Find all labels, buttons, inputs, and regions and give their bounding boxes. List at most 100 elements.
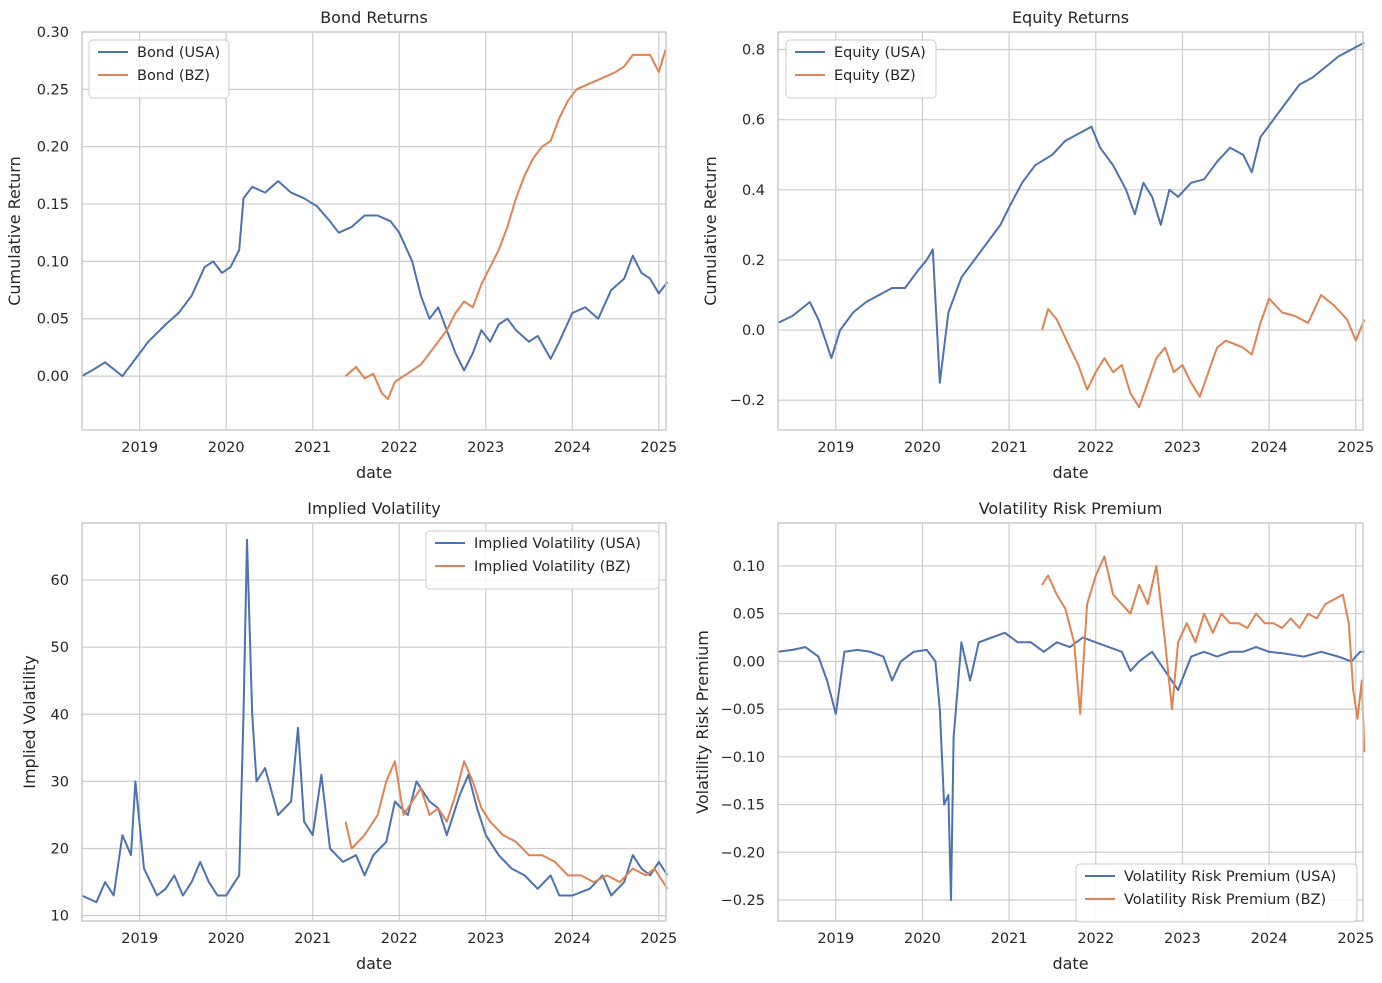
x-tick-label: 2019 — [817, 440, 854, 456]
y-tick-label: −0.20 — [721, 845, 765, 861]
y-tick-label: 0.8 — [742, 43, 765, 59]
y-tick-label: 0.20 — [37, 140, 69, 156]
legend-label: Implied Volatility (USA) — [474, 536, 641, 552]
y-tick-label: 0.4 — [742, 183, 765, 199]
y-tick-label: 0.25 — [37, 82, 69, 98]
y-tick-label: 0.05 — [733, 607, 765, 623]
y-tick-label: 20 — [51, 842, 69, 858]
x-axis-label: date — [356, 954, 392, 973]
x-tick-label: 2022 — [381, 440, 418, 456]
plot-frame — [81, 31, 667, 431]
x-axis-label: date — [1052, 463, 1088, 482]
plot-frame — [777, 522, 1364, 922]
series-line-bz — [344, 760, 669, 890]
legend-label: Volatility Risk Premium (BZ) — [1124, 892, 1326, 908]
x-tick-label: 2025 — [1337, 931, 1374, 947]
chart-title: Bond Returns — [320, 8, 428, 27]
x-tick-label: 2020 — [208, 440, 245, 456]
legend-box — [1075, 863, 1358, 923]
y-axis-label: Cumulative Return — [701, 156, 720, 306]
x-tick-label: 2023 — [467, 931, 504, 947]
x-tick-label: 2022 — [381, 931, 418, 947]
legend: Implied Volatility (USA) Implied Volatili… — [425, 530, 660, 590]
x-tick-label: 2025 — [640, 931, 677, 947]
y-tick-label: −0.05 — [721, 702, 765, 718]
y-tick-label: 0.0 — [742, 323, 765, 339]
x-tick-label: 2019 — [121, 440, 158, 456]
x-tick-label: 2020 — [208, 931, 245, 947]
legend: Equity (USA) Equity (BZ) — [785, 39, 937, 99]
x-tick-label: 2023 — [1164, 931, 1201, 947]
chart-title: Volatility Risk Premium — [979, 499, 1163, 518]
series-line-usa — [777, 631, 1365, 901]
x-tick-label: 2022 — [1077, 931, 1114, 947]
series-line-bz — [1041, 555, 1366, 753]
x-tick-label: 2024 — [1251, 931, 1288, 947]
legend-label: Bond (BZ) — [137, 68, 210, 84]
legend-label: Bond (USA) — [137, 45, 220, 61]
y-tick-label: 0.05 — [37, 312, 69, 328]
chart-title: Implied Volatility — [307, 499, 441, 518]
x-tick-label: 2019 — [121, 931, 158, 947]
y-tick-label: 30 — [51, 774, 69, 790]
x-tick-label: 2024 — [1251, 440, 1288, 456]
legend: Bond (USA) Bond (BZ) — [88, 39, 230, 99]
legend-box — [785, 39, 937, 99]
chart-panel: 2019 2020 2021 2022 2023 2024 2025 −0.25 −0.20 −0… — [693, 499, 1374, 973]
y-tick-label: −0.10 — [721, 750, 765, 766]
series-line-usa — [81, 180, 669, 378]
y-axis-label: Volatility Risk Premium — [693, 630, 712, 814]
chart-panel: 2019 2020 2021 2022 2023 2024 2025 10 20 30 40 50 60… — [20, 499, 677, 973]
y-tick-label: 0.15 — [37, 197, 69, 213]
gridlines — [778, 523, 1363, 921]
y-tick-label: 60 — [51, 573, 69, 589]
y-axis-label: Cumulative Return — [5, 156, 24, 306]
legend-label: Equity (BZ) — [834, 68, 916, 84]
y-tick-label: −0.2 — [730, 393, 765, 409]
y-axis-label: Implied Volatility — [20, 655, 39, 789]
x-tick-label: 2024 — [554, 931, 591, 947]
y-tick-label: 0.6 — [742, 113, 765, 129]
y-tick-label: −0.25 — [721, 893, 765, 909]
y-tick-label: 0.10 — [37, 254, 69, 270]
x-tick-label: 2025 — [1337, 440, 1374, 456]
x-tick-label: 2021 — [294, 440, 331, 456]
y-tick-label: −0.15 — [721, 798, 765, 814]
x-tick-label: 2025 — [640, 440, 677, 456]
x-tick-label: 2021 — [294, 931, 331, 947]
legend-box — [88, 39, 230, 99]
plot-frame — [81, 522, 667, 922]
y-tick-label: 0.00 — [37, 369, 69, 385]
x-tick-label: 2023 — [467, 440, 504, 456]
x-axis-label: date — [1052, 954, 1088, 973]
legend-label: Volatility Risk Premium (USA) — [1124, 869, 1336, 885]
x-tick-label: 2019 — [817, 931, 854, 947]
y-tick-label: 50 — [51, 640, 69, 656]
x-tick-label: 2021 — [991, 931, 1028, 947]
y-tick-label: 0.30 — [37, 25, 69, 41]
y-tick-label: 0.2 — [742, 253, 765, 269]
legend-label: Equity (USA) — [834, 45, 926, 61]
series-line-usa — [81, 538, 669, 904]
plot-frame — [777, 31, 1364, 431]
y-tick-label: 10 — [51, 909, 69, 925]
y-tick-label: 0.00 — [733, 654, 765, 670]
y-tick-label: 0.10 — [733, 559, 765, 575]
x-axis-label: date — [356, 463, 392, 482]
x-tick-label: 2021 — [991, 440, 1028, 456]
x-tick-label: 2020 — [904, 440, 941, 456]
y-tick-label: 40 — [51, 707, 69, 723]
legend-box — [425, 530, 660, 590]
x-tick-label: 2023 — [1164, 440, 1201, 456]
x-tick-label: 2020 — [904, 931, 941, 947]
series-line-usa — [777, 41, 1365, 384]
chart-panel: 2019 2020 2021 2022 2023 2024 2025 −0.2 0.0 0.2 0.… — [701, 8, 1374, 482]
legend-label: Implied Volatility (BZ) — [474, 559, 631, 575]
series-line-bz — [1041, 294, 1366, 409]
chart-panel: 2019 2020 2021 2022 2023 2024 2025 0.00 0.05 0.10… — [5, 8, 677, 482]
series-line-bz — [344, 48, 667, 400]
chart-title: Equity Returns — [1012, 8, 1129, 27]
x-tick-label: 2022 — [1077, 440, 1114, 456]
x-tick-label: 2024 — [554, 440, 591, 456]
